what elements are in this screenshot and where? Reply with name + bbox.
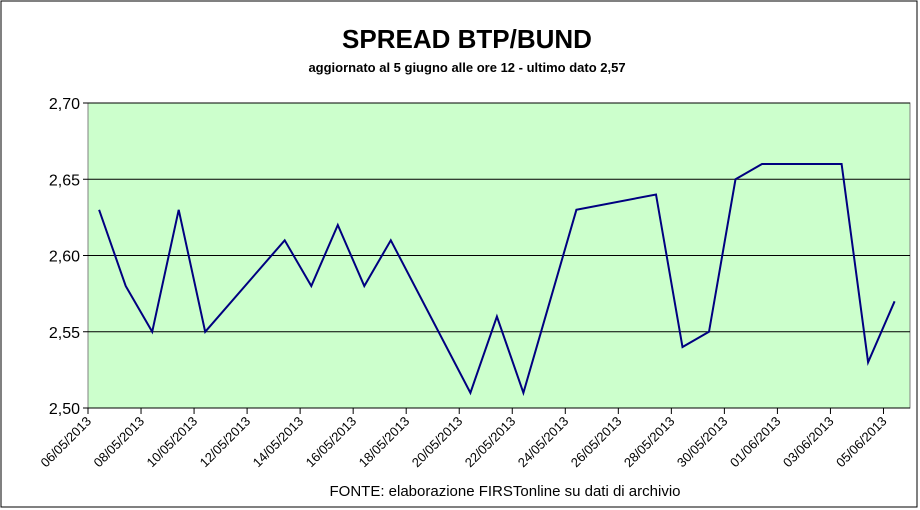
- data-line: [98, 163, 896, 397]
- y-tick-label: 2,50: [49, 401, 80, 418]
- y-tick-label: 2,70: [49, 96, 80, 113]
- y-tick-label: 2,65: [49, 172, 80, 189]
- source-note: FONTE: elaborazione FIRSTonline su dati …: [330, 483, 681, 500]
- chart-subtitle: aggiornato al 5 giugno alle ore 12 - ult…: [308, 60, 625, 75]
- y-tick-label: 2,60: [49, 249, 80, 266]
- chart-title: SPREAD BTP/BUND: [342, 24, 592, 54]
- y-tick-label: 2,55: [49, 325, 80, 342]
